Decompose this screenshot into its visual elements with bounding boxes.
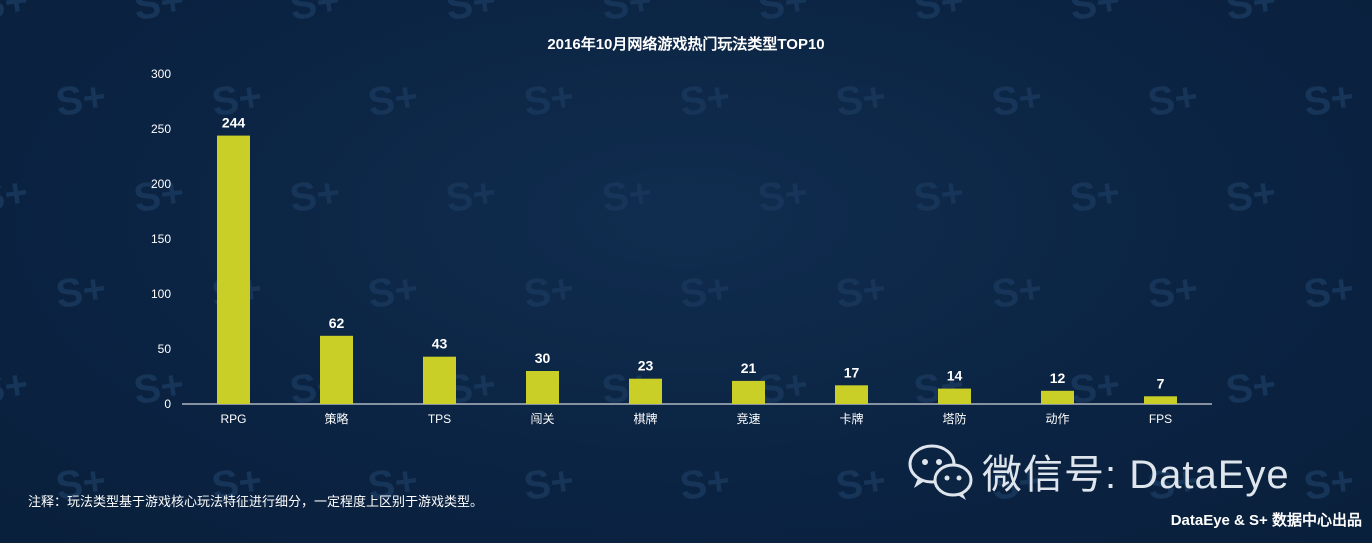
bar <box>732 380 765 404</box>
x-tick-label: 塔防 <box>942 411 966 426</box>
watermark-mark: S+ <box>911 170 967 221</box>
y-tick-label: 250 <box>151 122 171 136</box>
watermark-mark: S+ <box>365 74 421 125</box>
x-tick-label: TPS <box>428 412 451 426</box>
chart-title: 2016年10月网络游戏热门玩法类型TOP10 <box>547 36 825 53</box>
bar <box>320 335 353 404</box>
data-label: 244 <box>222 115 246 131</box>
x-tick-label: RPG <box>220 412 246 426</box>
watermark-mark: S+ <box>599 170 655 221</box>
watermark-mark: S+ <box>1145 74 1201 125</box>
data-label: 17 <box>844 364 860 380</box>
watermark-mark: S+ <box>443 170 499 221</box>
watermark-mark: S+ <box>1301 74 1357 125</box>
watermark-mark: S+ <box>677 74 733 125</box>
watermark-mark: S+ <box>521 74 577 125</box>
x-tick-label: 策略 <box>324 411 348 426</box>
credit-line: DataEye & S+ 数据中心出品 <box>1170 512 1362 529</box>
x-tick-label: 动作 <box>1045 412 1069 426</box>
watermark-mark: S+ <box>365 266 421 317</box>
data-label: 21 <box>741 360 757 376</box>
bar <box>938 388 971 404</box>
bar <box>629 378 662 404</box>
bar <box>1144 396 1177 404</box>
watermark-mark: S+ <box>1301 266 1357 317</box>
watermark-mark: S+ <box>833 266 889 317</box>
watermark-mark: S+ <box>833 458 889 509</box>
watermark-mark: S+ <box>53 266 109 317</box>
watermark-mark: S+ <box>1145 458 1201 509</box>
watermark-mark: S+ <box>989 458 1045 509</box>
bar <box>526 371 559 404</box>
watermark-mark: S+ <box>833 74 889 125</box>
watermark-mark: S+ <box>53 458 109 509</box>
y-tick-label: 0 <box>164 397 171 411</box>
watermark-mark: S+ <box>989 74 1045 125</box>
y-tick-label: 200 <box>151 177 171 191</box>
y-tick-label: 100 <box>151 287 171 301</box>
watermark-mark: S+ <box>755 170 811 221</box>
bar <box>423 356 456 404</box>
watermark-mark: S+ <box>365 458 421 509</box>
x-tick-label: FPS <box>1149 412 1172 426</box>
x-tick-label: 竞速 <box>736 412 760 426</box>
watermark-mark: S+ <box>209 458 265 509</box>
wechat-account: 微信号: DataEye <box>906 440 1290 502</box>
data-label: 43 <box>432 336 448 352</box>
data-label: 12 <box>1050 370 1066 386</box>
bar <box>1041 390 1074 404</box>
watermark-mark: S+ <box>1223 170 1279 221</box>
data-label: 62 <box>329 315 345 331</box>
watermark-mark: S+ <box>521 266 577 317</box>
footnote: 注释：玩法类型基于游戏核心玩法特征进行细分，一定程度上区别于游戏类型。 <box>28 494 484 509</box>
watermark-mark: S+ <box>1145 266 1201 317</box>
y-tick-label: 50 <box>158 342 172 356</box>
y-tick-label: 150 <box>151 232 171 246</box>
wechat-icon <box>908 444 973 500</box>
data-label: 7 <box>1157 375 1165 391</box>
x-tick-label: 闯关 <box>530 411 554 426</box>
watermark-mark: S+ <box>0 362 31 413</box>
watermark-mark: S+ <box>1067 170 1123 221</box>
watermark-mark: S+ <box>287 170 343 221</box>
bar <box>217 135 250 404</box>
watermark-mark: S+ <box>989 266 1045 317</box>
watermark-mark: S+ <box>677 458 733 509</box>
data-label: 23 <box>638 358 654 374</box>
watermark-mark: S+ <box>1301 458 1357 509</box>
watermark-mark: S+ <box>53 74 109 125</box>
watermark-mark: S+ <box>131 170 187 221</box>
bar <box>835 385 868 404</box>
wechat-label: 微信号: DataEye <box>982 453 1290 497</box>
watermark-mark: S+ <box>1223 362 1279 413</box>
watermark-mark: S+ <box>131 362 187 413</box>
watermark-mark: S+ <box>209 74 265 125</box>
x-tick-label: 卡牌 <box>839 412 863 426</box>
watermark-mark: S+ <box>521 458 577 509</box>
data-label: 30 <box>535 350 551 366</box>
x-tick-label: 棋牌 <box>633 412 657 426</box>
watermark-mark: S+ <box>0 170 31 221</box>
watermark-mark: S+ <box>677 266 733 317</box>
y-tick-label: 300 <box>151 67 171 81</box>
data-label: 14 <box>947 368 963 384</box>
